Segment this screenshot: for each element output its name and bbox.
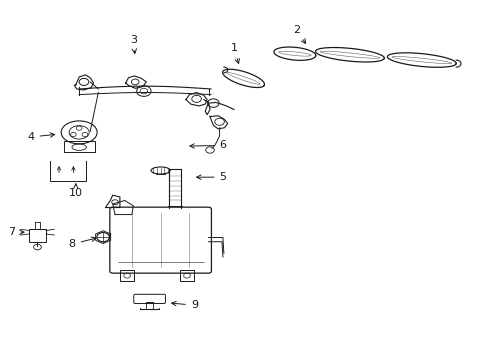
Text: 2: 2 xyxy=(292,24,305,44)
Bar xyxy=(29,229,46,242)
Bar xyxy=(120,270,134,281)
Text: 8: 8 xyxy=(68,237,96,249)
Text: 10: 10 xyxy=(69,184,82,198)
Text: 9: 9 xyxy=(171,300,198,310)
Text: 7: 7 xyxy=(8,227,24,237)
Bar xyxy=(180,270,194,281)
Text: 3: 3 xyxy=(129,35,137,53)
Text: 6: 6 xyxy=(189,140,226,150)
Bar xyxy=(64,141,94,152)
Text: 4: 4 xyxy=(27,132,55,142)
Text: 1: 1 xyxy=(230,43,239,63)
Text: 5: 5 xyxy=(196,172,226,182)
